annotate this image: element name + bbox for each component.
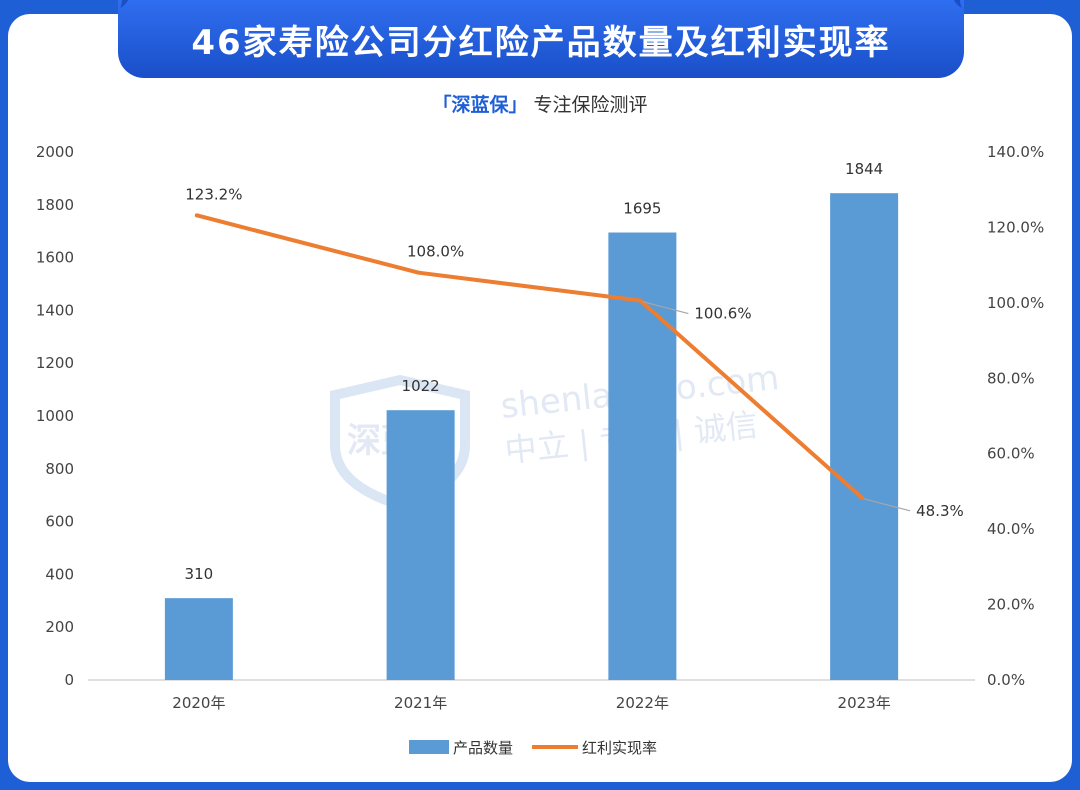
- left-axis-tick-label: 1000: [36, 407, 74, 425]
- x-axis-tick-label: 2021年: [394, 694, 447, 712]
- leader-line: [642, 301, 689, 315]
- right-axis-tick-label: 80.0%: [987, 369, 1035, 387]
- bar-data-labels: 310 1022 1695 1844: [185, 160, 884, 583]
- banner-corner-right: [960, 0, 978, 18]
- left-axis-tick-label: 0: [64, 671, 74, 689]
- subtitle-brand: 「深蓝保」: [432, 94, 528, 116]
- bar: [830, 193, 899, 680]
- leader-line: [863, 498, 911, 512]
- bar: [386, 410, 455, 680]
- line-data-label: 108.0%: [407, 243, 464, 261]
- right-axis-tick-label: 120.0%: [987, 218, 1044, 236]
- line-point: [860, 495, 865, 500]
- right-axis-tick-label: 0.0%: [987, 671, 1025, 689]
- legend: 产品数量 红利实现率: [409, 739, 657, 757]
- left-axis-tick-label: 600: [45, 513, 74, 531]
- x-axis-tick-label: 2020年: [172, 694, 225, 712]
- line-data-label: 100.6%: [694, 305, 751, 323]
- right-axis-tick-label: 40.0%: [987, 520, 1035, 538]
- legend-swatch-bar: [409, 740, 449, 754]
- right-axis-tick-label: 60.0%: [987, 445, 1035, 463]
- right-axis-tick-label: 100.0%: [987, 294, 1044, 312]
- line-data-label: 48.3%: [916, 502, 964, 520]
- banner-corner-left: [104, 0, 122, 18]
- x-axis-tick-label: 2022年: [616, 694, 669, 712]
- left-axis-tick-label: 2000: [36, 143, 74, 161]
- bar-data-label: 1022: [402, 377, 440, 395]
- right-axis-labels: 0.0% 20.0% 40.0% 60.0% 80.0% 100.0% 120.0% 140.…: [987, 143, 1044, 689]
- line-path: [194, 213, 865, 500]
- line-point: [638, 298, 643, 303]
- left-axis-tick-label: 1200: [36, 354, 74, 372]
- line-data-labels: 123.2% 108.0% 100.6% 48.3%: [185, 185, 964, 519]
- chart-title: 46家寿险公司分红险产品数量及红利实现率: [191, 22, 891, 63]
- left-axis-labels: 0 200 400 600 800 1000 1200 1400 1600 1800 2000: [36, 143, 74, 689]
- left-axis-tick-label: 400: [45, 565, 74, 583]
- left-axis-tick-label: 1600: [36, 249, 74, 267]
- bar-series: [164, 193, 899, 680]
- bar-data-label: 1695: [623, 200, 661, 218]
- subtitle-text: 专注保险测评: [533, 94, 648, 116]
- line-data-label: 123.2%: [185, 185, 242, 203]
- right-axis-tick-label: 20.0%: [987, 596, 1035, 614]
- bar: [164, 598, 233, 680]
- legend-label-bar: 产品数量: [453, 739, 513, 757]
- right-axis-tick-label: 140.0%: [987, 143, 1044, 161]
- left-axis-tick-label: 1800: [36, 196, 74, 214]
- title-banner: 46家寿险公司分红险产品数量及红利实现率: [118, 0, 964, 78]
- left-axis-tick-label: 1400: [36, 301, 74, 319]
- x-axis-tick-label: 2023年: [838, 694, 891, 712]
- left-axis-tick-label: 800: [45, 460, 74, 478]
- bar-data-label: 1844: [845, 160, 883, 178]
- line-point: [194, 213, 199, 218]
- chart-subtitle: 「深蓝保」 专注保险测评: [0, 90, 1080, 117]
- line-point: [416, 270, 421, 275]
- line-series: [194, 213, 865, 500]
- left-axis-tick-label: 200: [45, 618, 74, 636]
- x-axis-labels: 2020年 2021年 2022年 2023年: [172, 694, 890, 712]
- legend-label-line: 红利实现率: [582, 739, 657, 757]
- bar-data-label: 310: [185, 565, 214, 583]
